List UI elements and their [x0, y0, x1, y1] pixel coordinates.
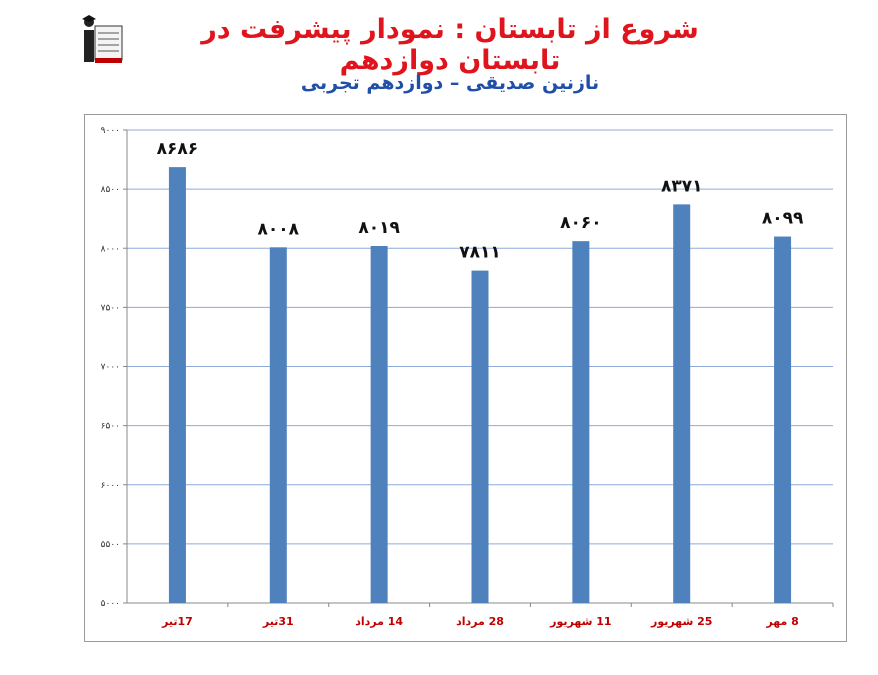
data-label: ۸۰۰۸	[258, 219, 300, 239]
data-label: ۸۳۷۱	[661, 176, 703, 196]
y-tick-label: ۵۵۰۰	[101, 540, 120, 550]
x-tick-label: 8 مهر	[765, 615, 798, 628]
y-tick-label: ۶۵۰۰	[101, 422, 120, 432]
y-tick-label: ۶۰۰۰	[101, 481, 120, 491]
bar	[269, 247, 287, 603]
chart-frame	[84, 114, 847, 642]
x-tick-label: 28 مرداد	[456, 615, 504, 628]
bar	[572, 241, 590, 603]
x-tick-label: 14 مرداد	[355, 615, 403, 628]
x-tick-label: 31تیر	[262, 615, 294, 628]
data-label: ۸۰۶۰	[560, 213, 602, 233]
y-tick-label: ۹۰۰۰	[101, 126, 120, 136]
x-tick-label: 25 شهریور	[650, 615, 712, 628]
x-tick-label: 17تیر	[161, 615, 193, 628]
bar	[168, 167, 186, 603]
bar	[774, 236, 792, 603]
graduate-logo-icon	[82, 15, 123, 63]
bar	[370, 246, 388, 604]
y-tick-label: ۷۵۰۰	[101, 303, 120, 313]
chart-title: شروع از تابستان : نمودار پیشرفت در تابست…	[201, 14, 699, 76]
y-tick-label: ۷۰۰۰	[101, 363, 120, 373]
y-tick-label: ۸۵۰۰	[101, 185, 120, 195]
y-tick-label: ۵۰۰۰	[101, 599, 120, 609]
data-label: ۸۰۹۹	[762, 209, 804, 229]
chart-subtitle: نازنین صدیقی – دوازدهم تجربی	[300, 72, 600, 94]
bar	[673, 204, 691, 603]
y-tick-label: ۸۰۰۰	[101, 244, 120, 254]
data-label: ۷۸۱۱	[459, 243, 501, 263]
x-tick-label: 11 شهریور	[549, 615, 611, 628]
data-label: ۸۰۱۹	[358, 218, 400, 238]
bar	[471, 270, 489, 603]
data-label: ۸۶۸۶	[157, 139, 199, 159]
